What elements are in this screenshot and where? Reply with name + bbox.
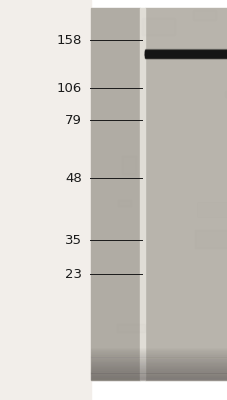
Bar [145,51,227,52]
Bar [145,52,227,53]
Bar [145,52,227,53]
Bar [91,362,227,363]
Bar [91,370,227,372]
Bar [117,324,144,332]
Bar [145,56,227,57]
Bar [91,353,227,354]
Bar [91,379,227,380]
Text: 79: 79 [65,114,82,126]
Bar [144,8,227,380]
Bar [0,0,91,400]
Bar [145,51,227,52]
Bar [145,53,227,54]
Bar [91,360,227,361]
Bar [224,91,227,97]
Bar [145,51,227,52]
Bar [91,364,227,365]
Bar [91,374,227,375]
Bar [91,8,140,380]
Bar [91,363,227,364]
Bar [145,50,227,51]
Bar [145,49,227,50]
Bar [145,53,227,54]
Bar [145,56,227,57]
Text: 158: 158 [57,34,82,46]
Text: 23: 23 [65,268,82,280]
Bar [91,355,227,356]
Bar [91,358,227,359]
Bar [196,202,227,217]
Bar [145,55,227,56]
Bar [91,350,227,351]
Bar [145,55,227,56]
Bar [145,56,227,57]
Bar [91,371,227,372]
Bar [145,57,227,58]
Bar [91,372,227,374]
Bar [145,55,227,56]
Bar [91,349,227,350]
Bar [140,8,144,380]
Bar [91,356,227,358]
Bar [145,54,227,55]
Bar [145,49,227,50]
Text: 106: 106 [57,82,82,94]
Bar [145,57,227,58]
Bar [91,376,227,377]
Bar [91,374,227,376]
Bar [194,230,227,248]
Text: 48: 48 [65,172,82,184]
Bar [91,348,227,349]
Bar [91,378,227,379]
Bar [117,200,130,206]
Bar [145,52,227,53]
Bar [91,358,227,360]
Bar [145,54,227,55]
Bar [145,50,227,51]
Bar [122,156,135,174]
Bar [145,55,227,56]
Bar [192,10,215,20]
Bar [145,53,227,54]
Bar [145,57,227,58]
Text: 35: 35 [65,234,82,246]
Bar [91,351,227,352]
Bar [91,367,227,368]
Bar [91,366,227,367]
Bar [91,352,227,353]
Bar [91,369,227,370]
Bar [91,361,227,362]
Bar [145,54,227,55]
Bar [141,18,175,35]
Bar [91,368,227,369]
Bar [145,50,227,51]
Bar [91,377,227,378]
Bar [145,56,227,57]
Bar [91,354,227,356]
Bar [91,365,227,366]
